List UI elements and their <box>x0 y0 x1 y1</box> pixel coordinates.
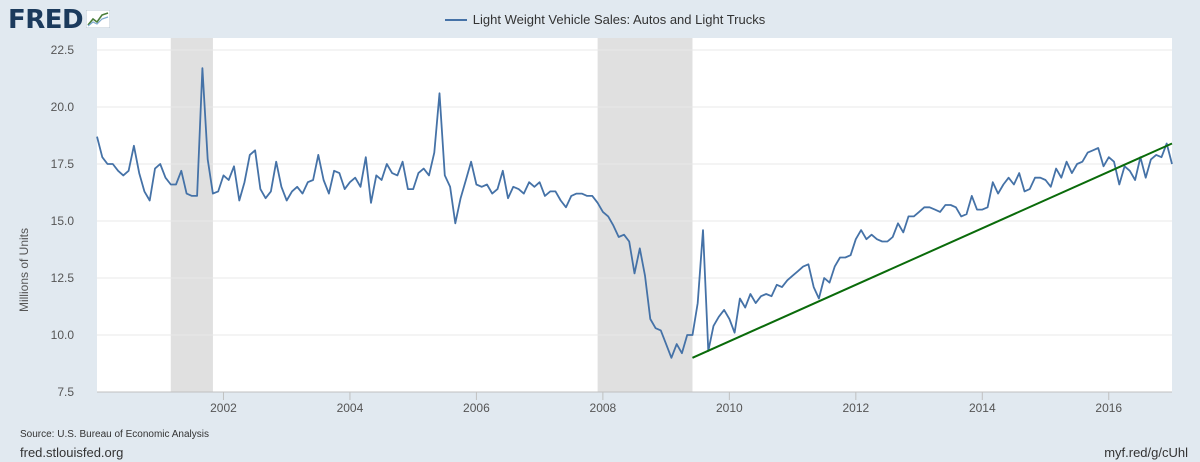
x-tick-label: 2010 <box>716 401 743 415</box>
recession-band <box>597 38 693 392</box>
y-tick-label: 22.5 <box>51 43 75 57</box>
x-tick-label: 2014 <box>969 401 996 415</box>
short-url-link[interactable]: myf.red/g/cUhl <box>1104 445 1188 460</box>
trendline <box>692 142 1173 359</box>
logo-text: FRED <box>8 5 84 35</box>
x-tick-label: 2008 <box>590 401 617 415</box>
legend-swatch <box>444 18 467 21</box>
y-axis: 7.5 10.0 12.5 15.0 17.5 20.0 22.5 <box>51 43 75 399</box>
x-tick-label: 2006 <box>463 401 490 415</box>
x-tick-label: 2004 <box>337 401 364 415</box>
y-tick-label: 20.0 <box>51 100 75 114</box>
y-tick-label: 12.5 <box>51 271 75 285</box>
legend-label: Light Weight Vehicle Sales: Autos and Li… <box>472 12 766 27</box>
x-tick-label: 2016 <box>1095 401 1122 415</box>
y-tick-label: 15.0 <box>51 214 75 228</box>
chart-legend: Light Weight Vehicle Sales: Autos and Li… <box>0 12 1200 27</box>
y-tick-label: 10.0 <box>51 328 75 342</box>
x-tick-label: 2002 <box>210 401 237 415</box>
recession-band <box>170 38 213 392</box>
series-layer <box>96 67 1173 359</box>
annotation-layer <box>692 142 1173 359</box>
x-axis: 2002 2004 2006 2008 2010 2012 2014 2016 <box>97 391 1172 415</box>
recession-shading <box>170 38 693 392</box>
y-axis-label: Millions of Units <box>17 227 31 313</box>
x-tick-label: 2012 <box>842 401 869 415</box>
series-line <box>96 67 1173 359</box>
source-note: Source: U.S. Bureau of Economic Analysis <box>20 429 209 440</box>
y-tick-label: 7.5 <box>57 385 74 399</box>
site-link[interactable]: fred.stlouisfed.org <box>20 445 124 460</box>
y-tick-label: 17.5 <box>51 157 75 171</box>
